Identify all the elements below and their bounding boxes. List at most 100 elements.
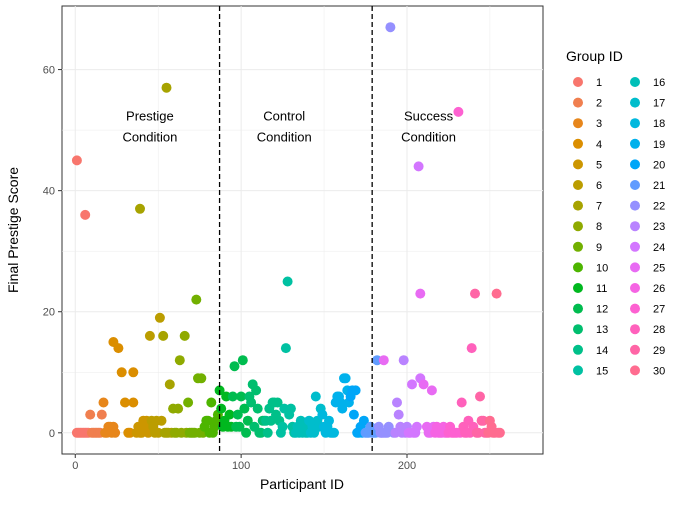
legend-key — [630, 221, 640, 232]
legend-key — [573, 97, 583, 108]
legend-key — [573, 344, 583, 355]
legend-key — [630, 97, 640, 108]
data-point — [156, 415, 167, 426]
legend-label: 21 — [653, 180, 665, 192]
data-point — [272, 397, 283, 408]
data-point — [232, 409, 243, 420]
legend-label: 1 — [596, 77, 602, 89]
legend-key — [630, 180, 640, 190]
legend-label: 15 — [596, 365, 608, 377]
legend-key — [573, 262, 583, 273]
legend-label: 11 — [596, 283, 607, 295]
grid-lines — [62, 6, 543, 454]
legend-label: 14 — [596, 345, 608, 357]
x-tick-label: 0 — [72, 460, 78, 472]
data-point — [251, 385, 262, 396]
condition-label: Control — [263, 109, 305, 124]
data-point — [96, 409, 107, 420]
legend-label: 19 — [653, 139, 665, 151]
legend-key — [630, 200, 640, 211]
data-point — [398, 355, 409, 366]
data-point — [491, 288, 502, 299]
data-point — [415, 288, 426, 299]
legend-key — [630, 365, 640, 376]
condition-label: Prestige — [126, 109, 174, 124]
legend-label: 18 — [653, 118, 665, 130]
data-point — [470, 288, 480, 299]
data-point — [234, 421, 245, 432]
x-tick-label: 200 — [398, 460, 416, 472]
data-point — [411, 421, 422, 432]
data-point — [191, 294, 202, 305]
data-point — [239, 403, 250, 414]
legend-key — [630, 283, 640, 293]
data-point — [426, 385, 437, 396]
data-point — [80, 209, 91, 220]
data-point — [110, 427, 121, 438]
data-point — [236, 391, 247, 402]
legend-label: 30 — [653, 365, 665, 377]
legend-label: 24 — [653, 242, 665, 254]
legend-key — [573, 283, 583, 293]
condition-label: Success — [404, 109, 454, 124]
data-point — [494, 427, 505, 438]
legend-key — [630, 118, 640, 129]
legend-key — [630, 344, 640, 355]
data-point — [161, 82, 172, 93]
legend: Group ID 1234567891011121314151617181920… — [566, 48, 665, 377]
legend-key — [630, 241, 640, 252]
data-point — [98, 397, 109, 408]
data-point — [216, 403, 227, 414]
condition-label: Condition — [122, 130, 177, 145]
x-axis-title: Participant ID — [260, 476, 344, 492]
legend-label: 29 — [653, 345, 665, 357]
data-point — [154, 312, 165, 323]
data-point — [135, 203, 145, 214]
legend-key — [630, 303, 640, 314]
legend-label: 25 — [653, 262, 665, 274]
legend-label: 20 — [653, 159, 665, 171]
legend-label: 7 — [596, 201, 602, 213]
data-point — [174, 355, 185, 366]
data-point — [282, 276, 293, 287]
data-point — [385, 22, 396, 33]
legend-key — [573, 241, 583, 252]
legend-key — [573, 159, 583, 170]
data-point — [224, 409, 235, 420]
legend-key — [573, 138, 583, 149]
legend-key — [573, 118, 583, 129]
y-axis-title: Final Prestige Score — [5, 167, 21, 293]
data-point — [475, 391, 485, 402]
y-tick-label: 0 — [49, 428, 55, 440]
data-point — [196, 373, 207, 384]
legend-key — [630, 159, 640, 170]
data-point — [285, 403, 296, 414]
data-point — [392, 397, 402, 408]
data-point — [277, 421, 288, 432]
data-point — [229, 361, 240, 372]
legend-key — [630, 324, 640, 335]
legend-label: 10 — [596, 262, 608, 274]
data-point — [128, 397, 139, 408]
condition-divider-lines — [218, 6, 373, 454]
data-point — [348, 409, 359, 420]
legend-label: 17 — [653, 98, 665, 110]
data-point — [337, 403, 348, 414]
x-axis-ticks: 0 100 200 — [72, 454, 416, 472]
y-tick-label: 60 — [43, 65, 55, 77]
data-point — [358, 415, 369, 426]
data-point — [206, 397, 217, 408]
legend-label: 4 — [596, 139, 602, 151]
data-points — [71, 22, 505, 438]
data-point — [329, 427, 339, 438]
data-point — [120, 397, 130, 408]
y-tick-label: 20 — [43, 307, 55, 319]
legend-key — [630, 262, 640, 273]
condition-label: Condition — [401, 130, 456, 145]
legend-label: 6 — [596, 180, 602, 192]
data-point — [407, 379, 417, 390]
data-point — [418, 379, 429, 390]
data-point — [466, 343, 477, 354]
data-point — [242, 415, 253, 426]
